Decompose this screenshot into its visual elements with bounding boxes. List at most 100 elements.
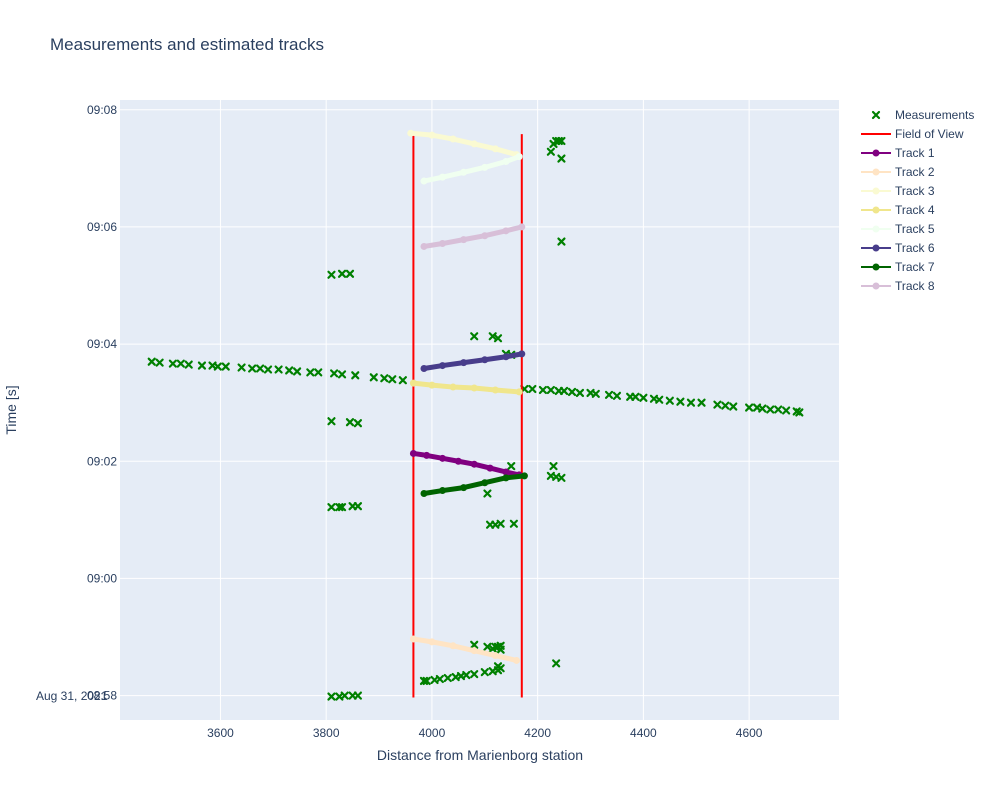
x-axis-ticks: 3600 3800 4000 4200 4400 4600 (207, 726, 763, 740)
measurement-point (237, 363, 246, 372)
y-axis-ticks: 08:58 09:00 09:02 09:04 09:06 09:08 (87, 103, 117, 703)
track-point (449, 383, 457, 391)
measurement-point (774, 405, 783, 414)
track-point (460, 359, 468, 367)
track-point (420, 177, 428, 185)
measurement-point (327, 692, 336, 701)
measurement-point (493, 334, 503, 343)
legend-item[interactable]: Track 6 (861, 241, 935, 255)
track-point (502, 468, 510, 476)
legend-item[interactable]: Field of View (861, 127, 964, 141)
y-axis-title: Time [s] (3, 385, 19, 434)
track-point (518, 350, 526, 358)
measurement-point (340, 691, 349, 700)
measurement-point (528, 384, 537, 394)
measurement-point (538, 385, 548, 395)
x-tick-label: 4200 (524, 726, 551, 740)
track-point (515, 153, 523, 161)
measurement-point (353, 419, 363, 428)
measurement-point (388, 375, 397, 384)
legend-item[interactable]: Track 8 (861, 279, 935, 293)
measurement-point (197, 361, 207, 370)
track-point (438, 454, 446, 462)
track-point (409, 379, 417, 387)
measurement-point (176, 359, 185, 368)
measurement-point (337, 503, 347, 512)
legend-label: Measurements (895, 108, 974, 122)
x-tick-label: 4000 (419, 726, 446, 740)
legend-item[interactable]: Track 4 (861, 203, 935, 217)
legend-label: Track 4 (895, 203, 935, 217)
track-point (438, 240, 446, 248)
grid (120, 100, 839, 720)
track-point (428, 381, 436, 389)
track-point (481, 479, 489, 487)
track-point (502, 474, 510, 482)
track-point (420, 489, 428, 497)
legend-marker (872, 282, 880, 290)
plot-area (120, 100, 839, 720)
legend-item[interactable]: Track 7 (861, 260, 935, 274)
measurement-point (591, 389, 600, 398)
measurement-point (655, 395, 664, 404)
legend-label: Track 5 (895, 222, 935, 236)
measurement-point (274, 365, 283, 374)
y-tick-label: 08:58 (87, 689, 117, 703)
measurement-point (351, 371, 360, 380)
legend-marker (872, 149, 880, 157)
legend-marker (872, 244, 880, 252)
measurement-point (509, 519, 518, 528)
track-point (460, 484, 468, 492)
measurement-point (353, 691, 363, 700)
y-tick-label: 09:02 (87, 454, 117, 468)
measurement-point (567, 387, 577, 397)
measurement-point (155, 358, 164, 367)
legend-marker (872, 225, 880, 233)
measurement-point (480, 668, 489, 677)
legend-item[interactable]: Track 3 (861, 184, 935, 198)
measurement-point (327, 417, 336, 426)
chart-title: Measurements and estimated tracks (50, 35, 324, 54)
measurement-point (549, 462, 558, 471)
legend-item[interactable]: Track 1 (861, 146, 935, 160)
measurement-point (337, 370, 347, 379)
legend-marker (872, 263, 880, 271)
track-point (407, 129, 415, 137)
track-point (460, 168, 468, 176)
track-point (481, 232, 489, 240)
legend-marker (872, 187, 880, 195)
track-point (438, 487, 446, 495)
track-point (420, 242, 428, 250)
measurement-point (330, 369, 339, 378)
measurement-point (496, 664, 505, 673)
measurement-point (184, 360, 193, 369)
measurement-point (665, 396, 674, 405)
legend-item[interactable]: Measurements (871, 108, 974, 122)
measurement-point (575, 388, 585, 398)
measurement-point (306, 368, 315, 377)
measurement-point (422, 676, 431, 686)
track-point (502, 158, 510, 166)
track-point (454, 457, 462, 465)
legend-item[interactable]: Track 5 (861, 222, 935, 236)
legend-item[interactable]: Track 2 (861, 165, 935, 179)
legend-label: Track 7 (895, 260, 935, 274)
track-point (470, 460, 478, 468)
measurement-point (496, 519, 505, 528)
measurement-point (557, 473, 566, 482)
series-measurements (147, 136, 804, 701)
x-tick-label: 3600 (207, 726, 234, 740)
measurement-point (631, 392, 640, 401)
measurement-point (496, 645, 505, 654)
measurement-point (612, 391, 622, 400)
track-point (420, 365, 428, 373)
y-tick-label: 09:04 (87, 337, 117, 351)
legend-label: Track 8 (895, 279, 935, 293)
measurement-point (507, 462, 516, 471)
series-track-1 (409, 449, 523, 479)
legend[interactable]: Measurements Field of View Track 1 Track 2 T… (861, 108, 974, 293)
y-tick-label: 09:06 (87, 220, 117, 234)
measurement-point (248, 364, 257, 373)
track-point (438, 173, 446, 181)
measurement-point (729, 402, 738, 411)
